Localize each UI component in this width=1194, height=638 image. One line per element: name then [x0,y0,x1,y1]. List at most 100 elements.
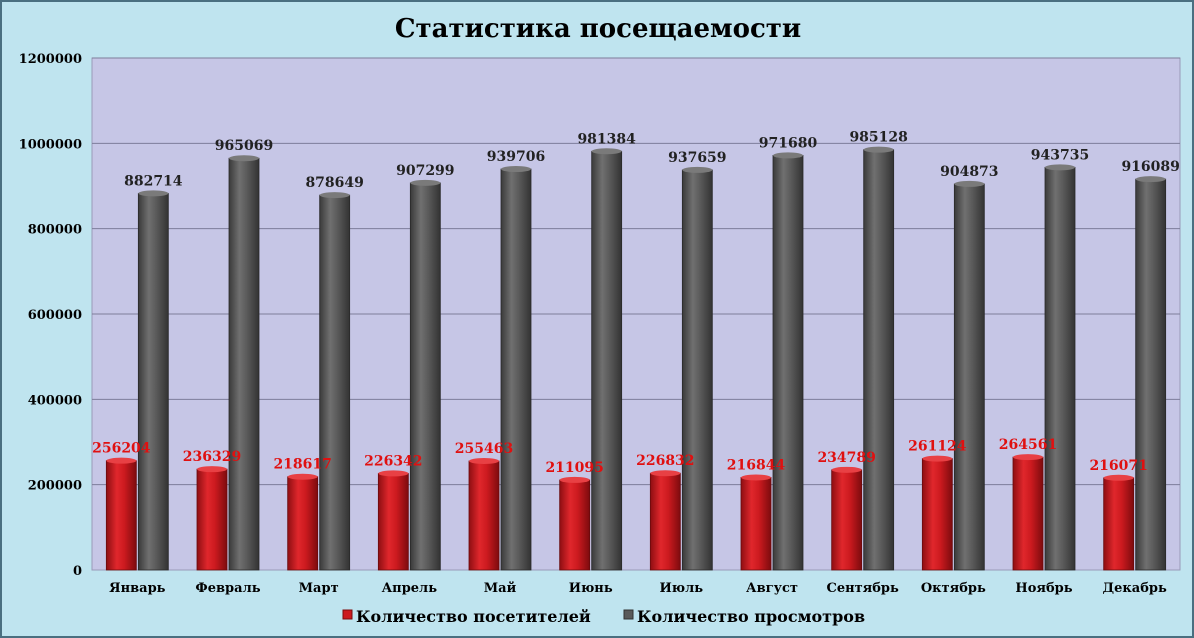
bar-views-value-label: 943735 [1031,147,1089,163]
x-category-label: Декабрь [1103,581,1167,596]
bar-visitors-value-label: 256204 [92,441,151,457]
x-category-label: Апрель [382,581,438,596]
bar-visitors [831,469,863,571]
legend-swatch-visitors [342,609,353,620]
y-tick-label: 400000 [28,393,82,408]
x-category-label: Январь [109,581,166,596]
x-category-label: Февраль [195,581,260,596]
x-category-label: Июнь [569,581,613,596]
y-tick-label: 0 [73,564,82,579]
bar-views-cap [682,166,713,173]
bar-visitors [468,460,500,571]
bar-visitors-cap [650,470,681,477]
bar-visitors-value-label: 234789 [817,450,875,466]
bar-visitors-value-label: 218617 [273,457,331,473]
x-category-label: Июль [660,581,704,596]
bar-views-cap [138,190,169,197]
legend-swatch-views [623,609,634,620]
bars [105,146,1167,571]
bar-visitors-cap [922,455,953,462]
bar-visitors-cap [469,458,499,465]
legend-label-views: Количество просмотров [637,607,865,626]
bar-views-value-label: 878649 [305,175,363,191]
bar-views-cap [410,179,441,186]
bar-visitors-cap [831,466,862,473]
bar-views-value-label: 882714 [124,173,183,189]
bar-visitors-value-label: 264561 [999,437,1057,453]
x-category-label: Май [484,581,517,596]
bar-views-cap [954,180,985,187]
data-labels: 256204 882714 236329 965069 218617 878649 2263… [92,130,1180,476]
bar-visitors-cap [741,474,771,481]
x-category-label: Октябрь [921,581,986,596]
bar-visitors [105,460,137,571]
bar-views [591,150,623,571]
bar-views-cap [1045,164,1075,171]
bar-views [409,182,441,571]
x-category-label: Ноябрь [1015,581,1072,596]
x-category-label: Сентябрь [826,581,899,596]
bar-views-cap [501,166,531,173]
bar-views-value-label: 904873 [940,164,998,180]
y-axis-ticks: 0 200000 400000 600000 800000 1000000 1200000 [19,52,82,579]
bar-visitors [287,476,319,571]
bar-views-cap [773,152,803,159]
bar-views-value-label: 985128 [849,130,907,146]
bar-views-cap [863,146,894,153]
bar-visitors [921,458,953,571]
bar-views-cap [1135,176,1166,183]
bar-views-cap [591,148,622,155]
bar-visitors-value-label: 211095 [545,460,603,476]
bar-visitors-value-label: 226832 [636,453,694,469]
bar-views [1135,178,1167,571]
bar-visitors [196,468,228,571]
y-tick-label: 1200000 [19,52,82,67]
bar-views [228,157,260,571]
bar-views-cap [319,192,350,199]
bar-views-value-label: 916089 [1121,159,1179,175]
bar-visitors [1012,456,1044,571]
bar-views-value-label: 939706 [487,149,545,165]
bar-views-value-label: 965069 [215,138,273,154]
bar-views-value-label: 981384 [577,131,636,147]
bar-visitors [740,477,772,571]
y-tick-label: 200000 [28,479,82,494]
bar-views [1044,166,1076,571]
bar-visitors-value-label: 261124 [908,439,967,455]
bar-visitors-value-label: 226342 [364,453,422,469]
bar-views [500,168,532,571]
bar-views [319,194,351,571]
bar-visitors-cap [287,473,318,480]
bar-views [953,183,985,571]
y-tick-label: 800000 [28,223,82,238]
y-tick-label: 1000000 [19,137,82,152]
bar-visitors [649,472,681,571]
bar-visitors-cap [559,476,590,483]
x-category-label: Август [746,581,798,596]
chart-title: Статистика посещаемости [395,14,801,44]
bar-visitors [1103,477,1135,571]
x-axis-categories: Январь Февраль Март Апрель Май Июнь Июль Август… [109,581,1167,596]
bar-visitors-cap [197,466,227,473]
bar-visitors [559,479,591,571]
bar-visitors-value-label: 216844 [727,457,786,473]
bar-visitors [377,473,409,571]
legend-label-visitors: Количество посетителей [356,607,591,626]
bar-visitors-value-label: 216071 [1089,458,1147,474]
bar-visitors-cap [378,470,409,477]
bar-visitors-value-label: 236329 [183,449,241,465]
bar-visitors-cap [1103,474,1134,481]
bar-visitors-value-label: 255463 [455,441,513,457]
bar-visitors-cap [1013,454,1043,461]
bar-views [137,192,169,571]
bar-visitors-cap [106,457,137,464]
bar-views [772,155,804,571]
bar-views-value-label: 971680 [759,135,818,151]
bar-views [681,169,713,571]
bar-views [863,149,895,571]
bar-views-value-label: 907299 [396,163,454,179]
bar-views-value-label: 937659 [668,150,726,166]
grid-lines [92,57,1180,486]
